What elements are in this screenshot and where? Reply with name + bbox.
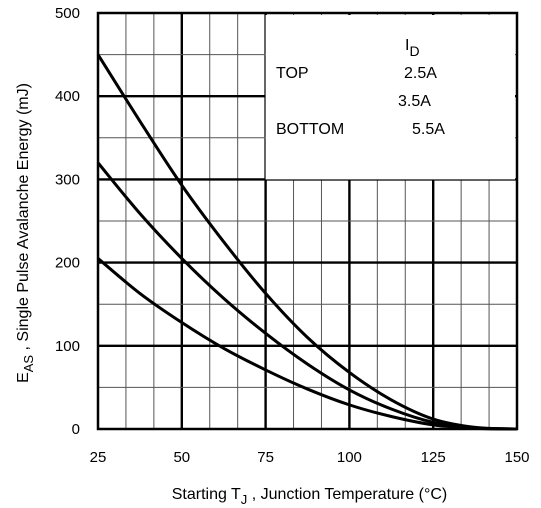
- y-tick-label: 300: [55, 171, 80, 188]
- y-tick-label: 200: [55, 255, 80, 272]
- y-tick-label: 100: [55, 338, 80, 355]
- curve-2.5A: [96, 53, 518, 431]
- x-axis-label-sub: J: [241, 492, 248, 507]
- x-tick-labels: 25 50 75 100 125 150: [90, 449, 530, 466]
- legend-background: [265, 15, 515, 180]
- plot-frame: [96, 11, 519, 431]
- x-tick-label: 100: [337, 449, 362, 466]
- y-tick-label: 500: [55, 5, 80, 22]
- legend-header-main: I: [405, 37, 409, 54]
- legend-value-2.5A: 2.5A: [404, 65, 437, 82]
- y-axis-label-main: E: [15, 372, 32, 383]
- curve-3.5A: [96, 161, 518, 431]
- y-axis-label-sub: AS: [21, 355, 36, 373]
- x-tick-label: 75: [257, 449, 274, 466]
- y-tick-labels: 0 100 200 300 400 500: [55, 5, 80, 438]
- legend-tag-bottom: BOTTOM: [276, 121, 344, 138]
- legend-value-5.5A: 5.5A: [412, 121, 445, 138]
- y-tick-label: 0: [72, 421, 80, 438]
- legend-header-sub: D: [409, 43, 419, 59]
- x-axis-label-main: Starting T: [172, 486, 241, 503]
- y-axis-label: EAS , Single Pulse Avalanche Energy (mJ): [15, 83, 36, 383]
- x-tick-label: 50: [173, 449, 190, 466]
- series-group: [96, 53, 518, 431]
- x-tick-label: 25: [90, 449, 107, 466]
- curve-5.5A: [97, 257, 518, 431]
- legend-header: ID: [405, 37, 420, 59]
- legend-value-3.5A: 3.5A: [398, 93, 431, 110]
- x-axis-label: Starting TJ , Junction Temperature (°C): [172, 486, 448, 507]
- legend-tag-top: TOP: [276, 65, 309, 82]
- x-tick-label: 150: [504, 449, 529, 466]
- x-tick-label: 125: [421, 449, 446, 466]
- y-tick-label: 400: [55, 88, 80, 105]
- y-axis-label-rest: , Single Pulse Avalanche Energy (mJ): [15, 83, 32, 355]
- legend: ID TOP 2.5A 3.5A BOTTOM 5.5A: [265, 15, 515, 180]
- x-axis-label-rest: , Junction Temperature (°C): [247, 486, 447, 503]
